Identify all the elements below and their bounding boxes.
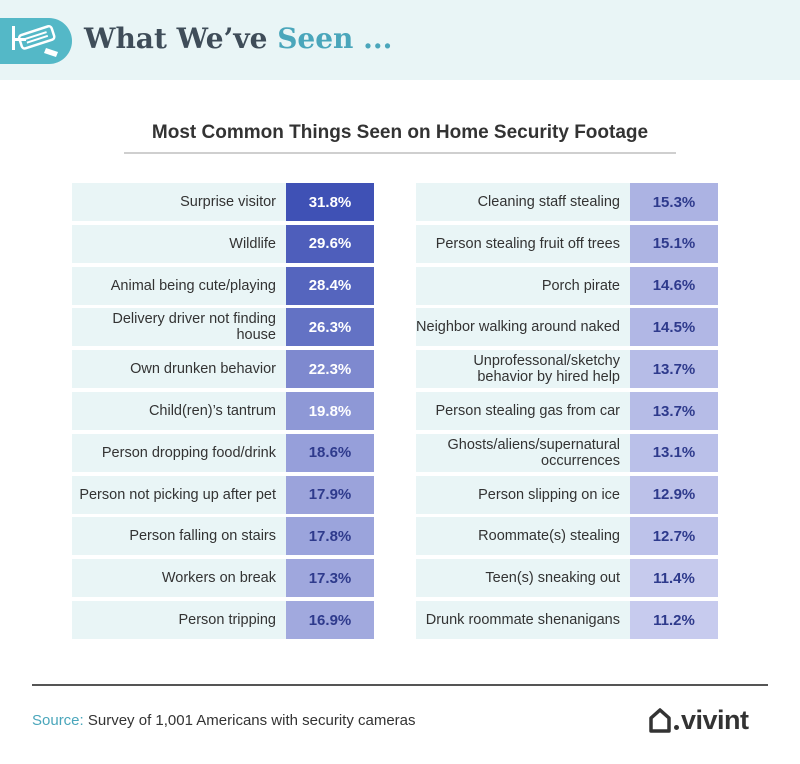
row-value: 13.7%: [630, 350, 718, 389]
row-label: Person tripping: [72, 601, 286, 639]
row-value: 12.7%: [630, 517, 718, 556]
header-badge: [0, 18, 72, 64]
table-row: Delivery driver not finding house 26.3%: [72, 308, 374, 347]
header-band: What We’ve Seen ...: [0, 0, 800, 80]
row-label: Porch pirate: [416, 266, 630, 305]
page-title-main: What We’ve: [84, 22, 278, 55]
security-camera-icon: [12, 24, 58, 57]
row-value: 16.9%: [286, 601, 374, 639]
row-value: 17.9%: [286, 475, 374, 514]
row-value: 12.9%: [630, 475, 718, 514]
source-label: Source:: [32, 712, 84, 729]
table-row: Workers on break 17.3%: [72, 559, 374, 598]
row-value: 17.8%: [286, 517, 374, 556]
table-row: Person falling on stairs 17.8%: [72, 517, 374, 556]
row-value: 11.2%: [630, 601, 718, 639]
row-label: Own drunken behavior: [72, 350, 286, 389]
row-label: Roommate(s) stealing: [416, 517, 630, 556]
table-row: Roommate(s) stealing 12.7%: [416, 517, 718, 556]
row-label: Workers on break: [72, 559, 286, 598]
row-label: Person dropping food/drink: [72, 433, 286, 472]
row-label: Child(ren)’s tantrum: [72, 392, 286, 430]
row-label: Person slipping on ice: [416, 475, 630, 514]
row-value: 14.6%: [630, 266, 718, 305]
row-label: Cleaning staff stealing: [416, 183, 630, 221]
table-row: Teen(s) sneaking out 11.4%: [416, 559, 718, 598]
row-value: 22.3%: [286, 350, 374, 389]
row-label: Person falling on stairs: [72, 517, 286, 556]
row-value: 31.8%: [286, 183, 374, 221]
table-row: Child(ren)’s tantrum 19.8%: [72, 392, 374, 430]
table-row: Cleaning staff stealing 15.3%: [416, 183, 718, 221]
row-label: Neighbor walking around naked: [416, 308, 630, 347]
row-label: Drunk roommate shenanigans: [416, 601, 630, 639]
row-value: 13.1%: [630, 433, 718, 472]
table-row: Person slipping on ice 12.9%: [416, 475, 718, 514]
vivint-logo: vivint: [648, 704, 749, 735]
logo-dot: [674, 724, 679, 730]
table-row: Drunk roommate shenanigans 11.2%: [416, 601, 718, 639]
row-value: 26.3%: [286, 308, 374, 347]
footer-divider: [32, 684, 768, 686]
page-title: What We’ve Seen ...: [84, 22, 392, 55]
row-value: 13.7%: [630, 392, 718, 430]
table-row: Wildlife 29.6%: [72, 224, 374, 263]
table-row: Animal being cute/playing 28.4%: [72, 266, 374, 305]
row-label: Animal being cute/playing: [72, 266, 286, 305]
row-label: Person not picking up after pet: [72, 475, 286, 514]
source-note: Source: Survey of 1,001 Americans with s…: [32, 712, 416, 729]
table-row: Person stealing gas from car 13.7%: [416, 392, 718, 430]
row-label: Teen(s) sneaking out: [416, 559, 630, 598]
table-row: Neighbor walking around naked 14.5%: [416, 308, 718, 347]
row-value: 28.4%: [286, 266, 374, 305]
table-row: Person not picking up after pet 17.9%: [72, 475, 374, 514]
row-label: Person stealing gas from car: [416, 392, 630, 430]
table-row: Person stealing fruit off trees 15.1%: [416, 224, 718, 263]
row-label: Wildlife: [72, 224, 286, 263]
logo-text: vivint: [681, 704, 749, 735]
row-value: 18.6%: [286, 433, 374, 472]
row-label: Person stealing fruit off trees: [416, 224, 630, 263]
table-row: Surprise visitor 31.8%: [72, 183, 374, 221]
table-row: Own drunken behavior 22.3%: [72, 350, 374, 389]
table-row: Porch pirate 14.6%: [416, 266, 718, 305]
source-text: Survey of 1,001 Americans with security …: [83, 712, 416, 729]
row-value: 19.8%: [286, 392, 374, 430]
table-row: Person dropping food/drink 18.6%: [72, 433, 374, 472]
row-label: Ghosts/aliens/supernatural occurrences: [416, 433, 630, 472]
table-row: Person tripping 16.9%: [72, 601, 374, 639]
row-label: Surprise visitor: [72, 183, 286, 221]
house-icon: [649, 708, 671, 733]
table-row: Unprofessonal/sketchy behavior by hired …: [416, 350, 718, 389]
row-value: 15.3%: [630, 183, 718, 221]
table-row: Ghosts/aliens/supernatural occurrences 13…: [416, 433, 718, 472]
row-label: Unprofessonal/sketchy behavior by hired …: [416, 350, 630, 389]
row-value: 11.4%: [630, 559, 718, 598]
row-value: 29.6%: [286, 224, 374, 263]
page-title-accent: Seen ...: [277, 22, 393, 55]
row-label: Delivery driver not finding house: [72, 308, 286, 347]
chart-title: Most Common Things Seen on Home Security…: [151, 122, 649, 143]
row-value: 17.3%: [286, 559, 374, 598]
row-value: 15.1%: [630, 224, 718, 263]
title-divider: [124, 152, 676, 154]
row-value: 14.5%: [630, 308, 718, 347]
